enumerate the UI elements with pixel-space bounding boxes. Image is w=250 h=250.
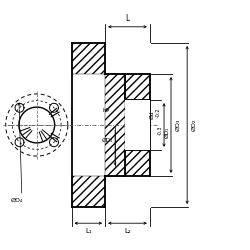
Text: Ød: Ød (150, 111, 155, 119)
Polygon shape (72, 43, 105, 74)
Text: -0.3: -0.3 (158, 125, 163, 135)
Text: -0.2: -0.2 (156, 108, 160, 117)
Polygon shape (72, 176, 105, 207)
Text: ØD₂: ØD₂ (192, 119, 196, 131)
Text: ØD₁: ØD₁ (102, 138, 113, 142)
Text: ØD₄: ØD₄ (11, 198, 23, 203)
Polygon shape (105, 74, 125, 176)
Text: h9: h9 (103, 108, 110, 112)
Text: ØD₁: ØD₁ (165, 127, 170, 138)
Text: L₂: L₂ (124, 228, 131, 234)
Text: L₁: L₁ (85, 228, 92, 234)
Text: ØD₃: ØD₃ (176, 119, 180, 131)
Polygon shape (125, 100, 150, 150)
Polygon shape (105, 74, 150, 100)
Polygon shape (105, 150, 150, 176)
Text: L: L (125, 14, 130, 23)
